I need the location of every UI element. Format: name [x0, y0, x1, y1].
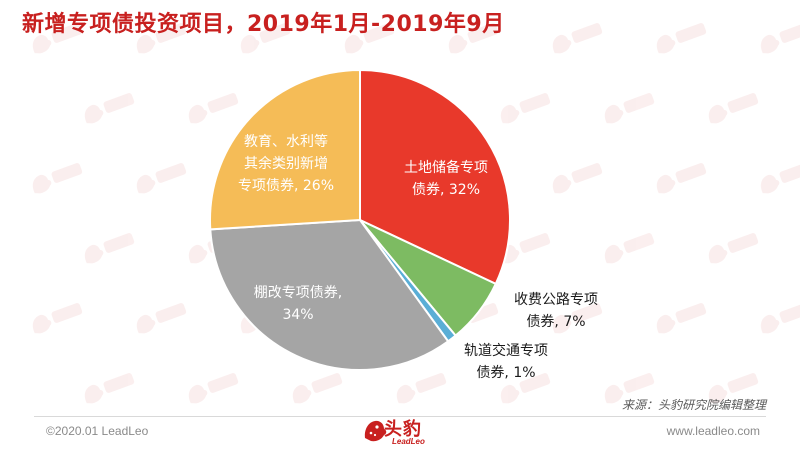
- watermark-icon: [84, 93, 135, 124]
- pie-labels: 土地储备专项债券, 32% 收费公路专项债券, 7% 轨道交通专项债券, 1% 棚改专…: [238, 133, 598, 381]
- leopard-icon: [364, 420, 387, 442]
- slice-label: 轨道交通专项债券, 1%: [464, 342, 548, 381]
- watermark-icon: [188, 93, 239, 124]
- watermark-icon: [604, 93, 655, 124]
- watermark-icon: [136, 303, 187, 334]
- watermark-icon: [500, 373, 551, 404]
- watermark-icon: [656, 163, 707, 194]
- slice-label: 土地储备专项债券, 32%: [404, 159, 488, 198]
- leadleo-logo: 头豹 LeadLeo: [362, 414, 442, 448]
- logo-text: 头豹: [384, 419, 422, 440]
- watermark-icon: [656, 303, 707, 334]
- watermark-icon: [552, 303, 603, 334]
- watermark-icon: [708, 93, 759, 124]
- watermark-icon: [708, 233, 759, 264]
- watermark-icon: [552, 23, 603, 54]
- watermark-icon: [188, 373, 239, 404]
- chart-title: 新增专项债投资项目，2019年1月-2019年9月: [22, 12, 505, 37]
- watermark-icon: [760, 163, 800, 194]
- website-text: www.leadleo.com: [666, 424, 760, 438]
- slice-label: 棚改专项债券, 34%: [254, 285, 342, 323]
- watermark-icon: [552, 163, 603, 194]
- pie-slice: [359, 68, 511, 286]
- logo-subtext: LeadLeo: [392, 437, 425, 446]
- watermark-icon: [292, 373, 343, 404]
- watermark-icon: [84, 233, 135, 264]
- watermark-icon: [240, 23, 291, 54]
- slice-label: 收费公路专项债券, 7%: [514, 292, 598, 330]
- pie-slices: [209, 68, 511, 371]
- source-note: 来源：头豹研究院编辑整理: [621, 398, 766, 412]
- watermark-icon: [760, 23, 800, 54]
- watermark-icon: [604, 233, 655, 264]
- pie-slice: [209, 68, 361, 231]
- watermark-icon: [500, 93, 551, 124]
- watermark-icon: [84, 373, 135, 404]
- watermark-icon: [344, 23, 395, 54]
- watermark-icon: [136, 23, 187, 54]
- watermark-icon: [604, 373, 655, 404]
- watermark-icon: [760, 303, 800, 334]
- watermark-icon: [396, 373, 447, 404]
- copyright-text: ©2020.01 LeadLeo: [46, 424, 149, 438]
- watermark-icon: [32, 23, 83, 54]
- watermark-icon: [708, 373, 759, 404]
- pie-slice: [209, 218, 450, 371]
- watermark-icon: [32, 303, 83, 334]
- footer-divider: [34, 416, 766, 417]
- watermark-icon: [656, 23, 707, 54]
- slice-label: 教育、水利等其余类别新增专项债券, 26%: [238, 133, 334, 194]
- watermark-icon: [32, 163, 83, 194]
- watermark-icon: [136, 163, 187, 194]
- watermark-icon: [448, 23, 499, 54]
- watermark-layer: [32, 23, 800, 404]
